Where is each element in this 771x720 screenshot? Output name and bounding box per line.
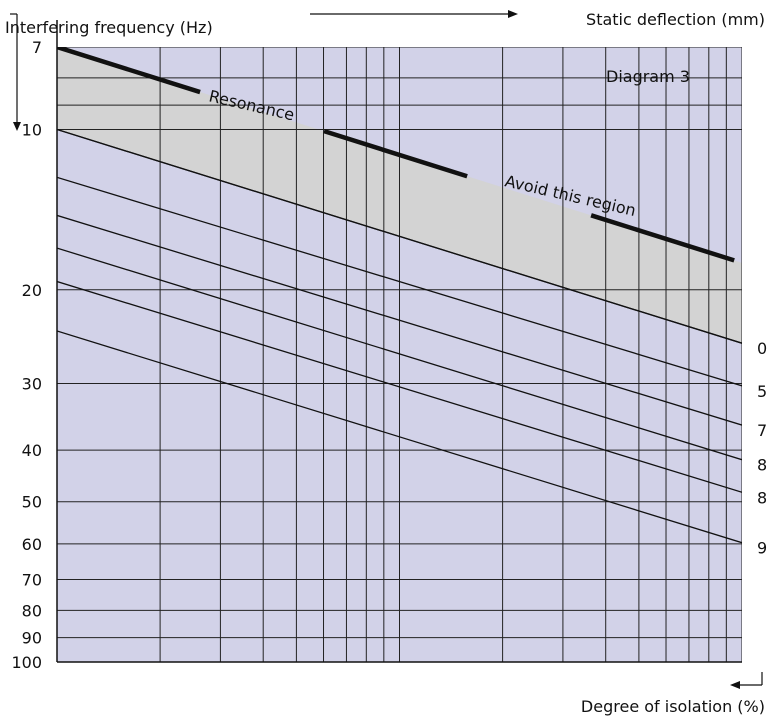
secondary-axis-title: Degree of isolation (%) <box>581 697 765 716</box>
series-line-6 <box>57 280 742 493</box>
y-tick-label: 100 <box>11 653 42 672</box>
y-axis-title: Interfering frequency (Hz) <box>5 18 213 37</box>
series-labels: 0 5 7 8 8 9 <box>757 339 767 557</box>
y-tick-label: 10 <box>22 120 42 139</box>
y-direction-arrow <box>10 13 21 131</box>
series-label: 5 <box>757 382 767 401</box>
series-line-3 <box>57 176 742 387</box>
x-axis-title: Static deflection (mm) <box>586 10 765 29</box>
y-tick-label: 90 <box>22 629 42 648</box>
series-label: 8 <box>757 488 767 507</box>
diagram-label: Diagram 3 <box>606 67 690 86</box>
x-direction-arrow <box>310 10 518 18</box>
isolation-direction-arrow <box>730 672 763 689</box>
series-line-4 <box>57 214 742 426</box>
series-label: 8 <box>757 456 767 475</box>
y-tick-label: 20 <box>22 281 42 300</box>
y-tick-label: 30 <box>22 375 42 394</box>
series-line-0 <box>57 47 742 265</box>
y-tick-label: 70 <box>22 571 42 590</box>
series-label: 9 <box>757 539 767 558</box>
y-tick-labels: 7 10 20 30 40 50 60 70 80 90 100 <box>11 38 42 672</box>
series-label: 0 <box>757 339 767 358</box>
series-line-2 <box>57 128 742 344</box>
y-tick-label: 40 <box>22 441 42 460</box>
series-line-5 <box>57 247 742 461</box>
y-tick-label: 7 <box>32 38 42 57</box>
y-tick-label: 60 <box>22 535 42 554</box>
y-tick-label: 80 <box>22 601 42 620</box>
series-lines <box>57 47 742 544</box>
series-label: 7 <box>757 421 767 440</box>
y-tick-label: 50 <box>22 493 42 512</box>
series-line-7 <box>57 330 742 544</box>
